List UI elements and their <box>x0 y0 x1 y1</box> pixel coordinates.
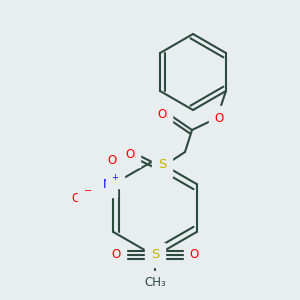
Text: S: S <box>151 248 159 262</box>
Text: O: O <box>189 248 199 262</box>
Text: S: S <box>158 158 166 172</box>
Text: O: O <box>158 109 166 122</box>
Text: CH₃: CH₃ <box>144 277 166 290</box>
Text: O: O <box>111 248 121 262</box>
Text: O: O <box>107 154 117 166</box>
Text: N: N <box>102 178 112 191</box>
Text: O: O <box>214 112 224 124</box>
Text: O: O <box>71 191 81 205</box>
Text: O: O <box>125 148 135 161</box>
Text: −: − <box>84 186 92 196</box>
Text: +: + <box>112 173 118 182</box>
